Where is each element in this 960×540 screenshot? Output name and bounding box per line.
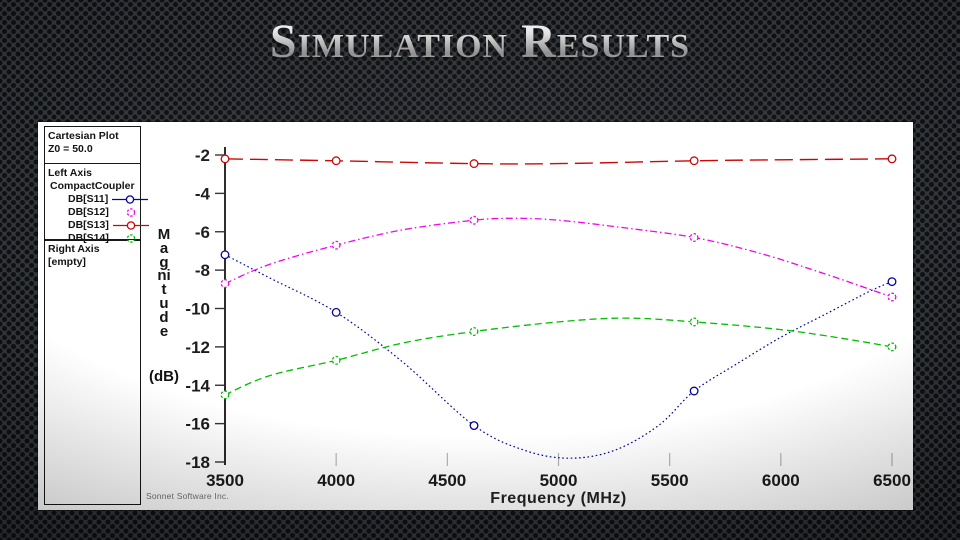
- legend-right-axis-box: Right Axis [empty]: [44, 239, 141, 505]
- svg-text:-16: -16: [185, 415, 210, 434]
- legend-entry-label: DB[S14]: [68, 231, 109, 244]
- y-axis-unit-label: (dB): [149, 368, 179, 385]
- series-s12-swatch-icon: [112, 207, 150, 218]
- legend-left-axis-box: Left Axis CompactCoupler DB[S11] DB[S12]…: [44, 162, 149, 244]
- svg-text:5000: 5000: [540, 471, 578, 490]
- svg-text:-4: -4: [195, 184, 211, 203]
- svg-text:4500: 4500: [428, 471, 466, 490]
- legend-right-axis-heading: Right Axis: [48, 243, 100, 255]
- svg-text:6000: 6000: [762, 471, 800, 490]
- svg-text:-18: -18: [185, 453, 210, 472]
- legend-entry-s12: DB[S12]: [48, 206, 138, 219]
- watermark-text: Sonnet Software Inc.: [146, 491, 229, 501]
- svg-text:-8: -8: [195, 261, 210, 280]
- svg-text:-12: -12: [185, 338, 210, 357]
- legend-left-axis-heading: Left Axis: [48, 166, 92, 179]
- series-s11-swatch-icon: [111, 194, 149, 205]
- svg-text:-2: -2: [195, 146, 210, 165]
- legend-right-axis-value: [empty]: [48, 256, 86, 268]
- svg-text:5500: 5500: [651, 471, 689, 490]
- legend-plot-type: Cartesian Plot: [48, 130, 119, 142]
- chart-panel: -2 -4 -6 -8 -10 -12 -14 -16 -18 3500 4000 4500 5000 5…: [38, 122, 913, 510]
- slide-title: Simulation Results: [0, 14, 960, 69]
- svg-text:4000: 4000: [317, 471, 355, 490]
- legend-plot-type-box: Cartesian Plot Z0 = 50.0: [44, 126, 141, 164]
- svg-text:Frequency (MHz): Frequency (MHz): [490, 490, 626, 507]
- svg-text:-10: -10: [185, 300, 210, 319]
- legend-z0-value: Z0 = 50.0: [48, 143, 93, 155]
- svg-text:-6: -6: [195, 223, 210, 242]
- svg-text:6500: 6500: [873, 471, 911, 490]
- legend-entry-label: DB[S12]: [68, 205, 109, 218]
- legend-entry-s11: DB[S11]: [48, 192, 149, 206]
- legend-project-name: CompactCoupler: [50, 179, 135, 192]
- legend-panel: Cartesian Plot Z0 = 50.0 Left Axis Compa…: [44, 126, 149, 505]
- legend-entry-label: DB[S11]: [68, 192, 109, 205]
- y-axis-label: Magnitude: [157, 226, 171, 340]
- svg-text:3500: 3500: [206, 471, 244, 490]
- legend-entry-s13: DB[S13]: [48, 218, 149, 232]
- svg-text:-14: -14: [185, 376, 210, 395]
- series-s13-swatch-icon: [112, 220, 150, 231]
- legend-entry-label: DB[S13]: [68, 218, 109, 231]
